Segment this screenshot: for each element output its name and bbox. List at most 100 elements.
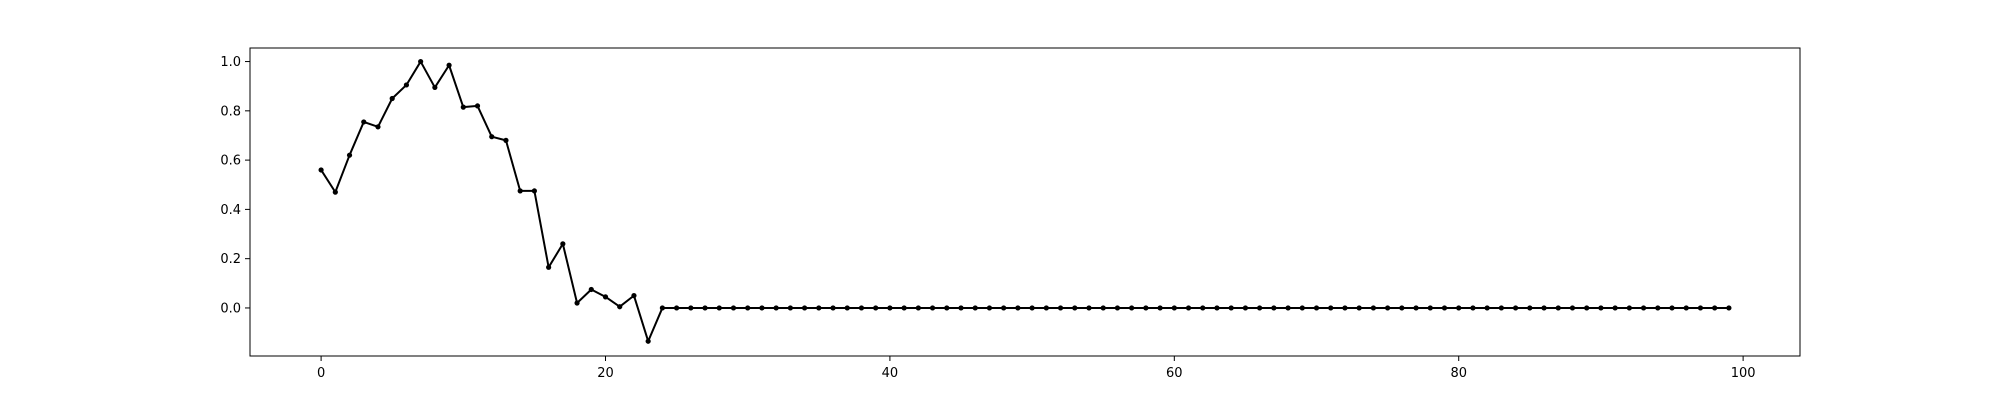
data-point <box>830 305 836 311</box>
data-point <box>1214 305 1220 311</box>
data-point <box>745 305 751 311</box>
data-point <box>1057 305 1064 311</box>
data-point <box>1385 305 1391 311</box>
data-point <box>1441 305 1448 311</box>
data-point <box>1157 305 1163 311</box>
data-point <box>1456 305 1462 311</box>
data-point <box>929 305 936 311</box>
data-point <box>844 305 850 311</box>
data-point <box>972 305 978 311</box>
data-point <box>1399 305 1405 311</box>
y-tick-label: 0.6 <box>220 154 241 169</box>
data-point <box>574 300 580 306</box>
data-point <box>403 82 410 88</box>
data-point <box>1328 305 1334 311</box>
data-point <box>1228 305 1234 311</box>
data-point <box>1143 305 1149 311</box>
data-point <box>1413 305 1419 311</box>
data-point <box>1271 305 1277 311</box>
data-point <box>659 305 665 311</box>
y-axis: 0.0 0.2 0.4 0.6 0.8 1.0 <box>220 55 250 316</box>
data-point <box>432 84 438 91</box>
data-point <box>787 305 793 311</box>
axes-frame <box>249 47 1801 357</box>
data-point <box>602 294 609 300</box>
data-point <box>361 119 367 125</box>
data-point <box>503 137 509 143</box>
data-point <box>702 305 708 311</box>
data-point <box>1498 305 1504 311</box>
data-point <box>1683 305 1689 311</box>
data-point <box>489 134 495 140</box>
data-point <box>1484 305 1490 311</box>
data-point <box>1527 305 1533 311</box>
data-point <box>901 305 907 311</box>
data-point <box>1626 305 1632 311</box>
x-tick-label: 40 <box>882 366 899 381</box>
x-axis: 0 20 40 60 80 100 <box>317 356 1756 381</box>
data-point <box>517 188 523 194</box>
data-point <box>1043 305 1049 311</box>
data-point <box>759 305 765 311</box>
data-point <box>1242 305 1249 311</box>
data-point <box>1612 305 1618 311</box>
data-point <box>1555 305 1561 311</box>
data-point <box>1114 305 1121 311</box>
data-point <box>631 293 637 299</box>
data-point <box>1598 305 1604 311</box>
y-tick-label: 0.2 <box>220 252 241 267</box>
data-point <box>546 264 552 270</box>
data-point <box>1342 305 1348 311</box>
x-tick-label: 80 <box>1450 366 1467 381</box>
x-tick-label: 0 <box>317 366 325 381</box>
series-line <box>320 60 1729 343</box>
data-point <box>389 95 395 102</box>
y-tick-label: 0.8 <box>220 104 241 119</box>
data-point <box>1569 305 1576 311</box>
data-point <box>1669 305 1675 311</box>
data-point <box>1512 305 1519 311</box>
data-point <box>915 305 921 311</box>
data-point <box>1185 305 1192 311</box>
data-point <box>773 305 779 311</box>
data-point <box>474 103 481 109</box>
data-point <box>1356 305 1362 311</box>
data-point <box>1470 305 1476 311</box>
data-point <box>1100 305 1106 311</box>
plot-area <box>318 58 1732 344</box>
data-point <box>1584 305 1590 311</box>
data-point <box>1541 305 1547 311</box>
data-point <box>674 305 680 311</box>
data-point <box>858 305 865 311</box>
data-point <box>1129 305 1135 311</box>
y-tick-label: 1.0 <box>220 55 241 70</box>
data-point <box>531 188 538 194</box>
data-point <box>346 152 353 158</box>
data-point <box>1257 305 1263 311</box>
x-tick-label: 100 <box>1731 366 1756 381</box>
data-point <box>1015 305 1021 311</box>
data-point <box>418 58 424 65</box>
data-point <box>873 305 879 311</box>
data-point <box>1029 305 1035 311</box>
data-point <box>1697 305 1704 311</box>
x-tick-label: 20 <box>597 366 614 381</box>
data-point <box>816 305 822 311</box>
data-point <box>645 338 651 344</box>
x-tick-label: 60 <box>1166 366 1183 381</box>
data-point <box>1285 305 1291 311</box>
data-point <box>730 305 737 311</box>
data-point <box>1313 305 1320 311</box>
data-point <box>1370 305 1376 311</box>
data-point <box>460 104 466 110</box>
data-point <box>1427 305 1433 311</box>
data-point <box>1712 305 1718 311</box>
data-point <box>986 305 993 311</box>
y-tick-label: 0.0 <box>220 301 241 316</box>
data-point <box>1655 305 1661 311</box>
data-point <box>887 305 893 311</box>
data-point <box>560 241 566 247</box>
data-point <box>716 305 722 311</box>
data-point <box>375 124 381 130</box>
